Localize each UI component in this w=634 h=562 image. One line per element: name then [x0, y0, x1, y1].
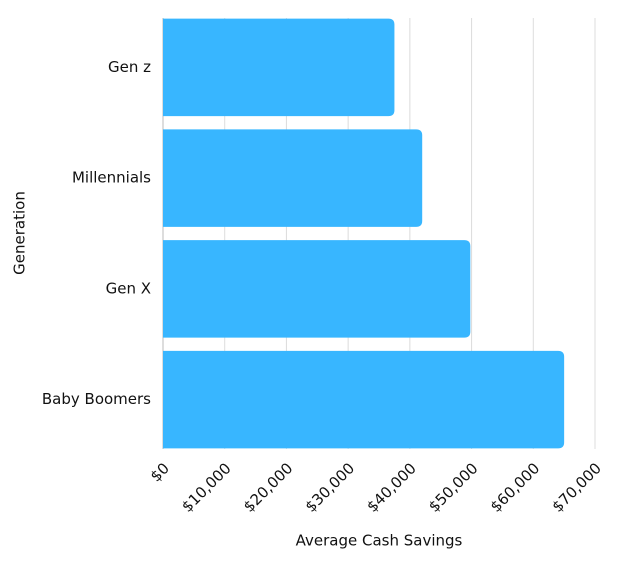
x-axis-label: Average Cash Savings: [296, 532, 463, 550]
bar: [163, 350, 565, 449]
x-tick-label: $50,000: [425, 459, 482, 516]
x-tick-label: $70,000: [548, 459, 605, 516]
x-tick-label: $30,000: [302, 459, 359, 516]
x-tick-label: $0: [147, 459, 173, 485]
bar: [163, 18, 395, 117]
x-tick-label: $10,000: [178, 459, 235, 516]
bar: [163, 129, 423, 227]
y-tick-label: Gen X: [106, 279, 151, 297]
x-tick-label: $40,000: [363, 459, 420, 516]
bar: [163, 240, 471, 338]
x-tick-label: $20,000: [240, 459, 297, 516]
y-tick-label: Gen z: [108, 58, 151, 76]
y-tick-label: Millennials: [72, 169, 151, 187]
y-tick-label: Baby Boomers: [42, 390, 151, 408]
y-axis-label: Generation: [11, 191, 29, 275]
x-tick-label: $60,000: [487, 459, 544, 516]
